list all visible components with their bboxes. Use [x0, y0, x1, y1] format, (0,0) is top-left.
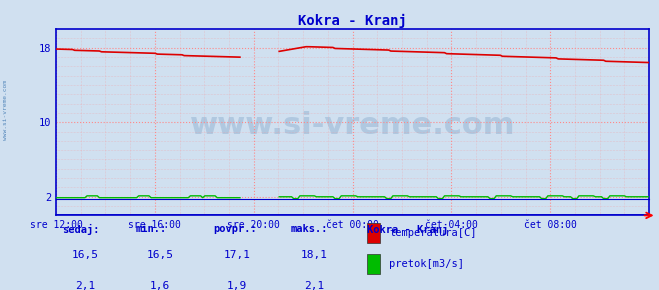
Text: www.si-vreme.com: www.si-vreme.com	[190, 111, 515, 140]
Text: min.:: min.:	[136, 224, 167, 234]
Text: maks.:: maks.:	[291, 224, 328, 234]
Text: 1,6: 1,6	[150, 281, 170, 290]
Title: Kokra - Kranj: Kokra - Kranj	[298, 14, 407, 28]
Text: www.si-vreme.com: www.si-vreme.com	[3, 80, 8, 140]
Text: Kokra - Kranj: Kokra - Kranj	[368, 224, 449, 235]
Bar	[368, 254, 380, 274]
Text: pretok[m3/s]: pretok[m3/s]	[389, 259, 465, 269]
Text: sedaj:: sedaj:	[62, 224, 100, 235]
Text: 2,1: 2,1	[304, 281, 324, 290]
Bar	[368, 223, 380, 243]
Text: 2,1: 2,1	[76, 281, 96, 290]
Text: 16,5: 16,5	[72, 250, 99, 260]
Text: 16,5: 16,5	[146, 250, 173, 260]
Text: 17,1: 17,1	[223, 250, 250, 260]
Text: temperatura[C]: temperatura[C]	[389, 228, 477, 238]
Text: povpr.:: povpr.:	[214, 224, 257, 234]
Text: 1,9: 1,9	[227, 281, 247, 290]
Text: 18,1: 18,1	[301, 250, 328, 260]
